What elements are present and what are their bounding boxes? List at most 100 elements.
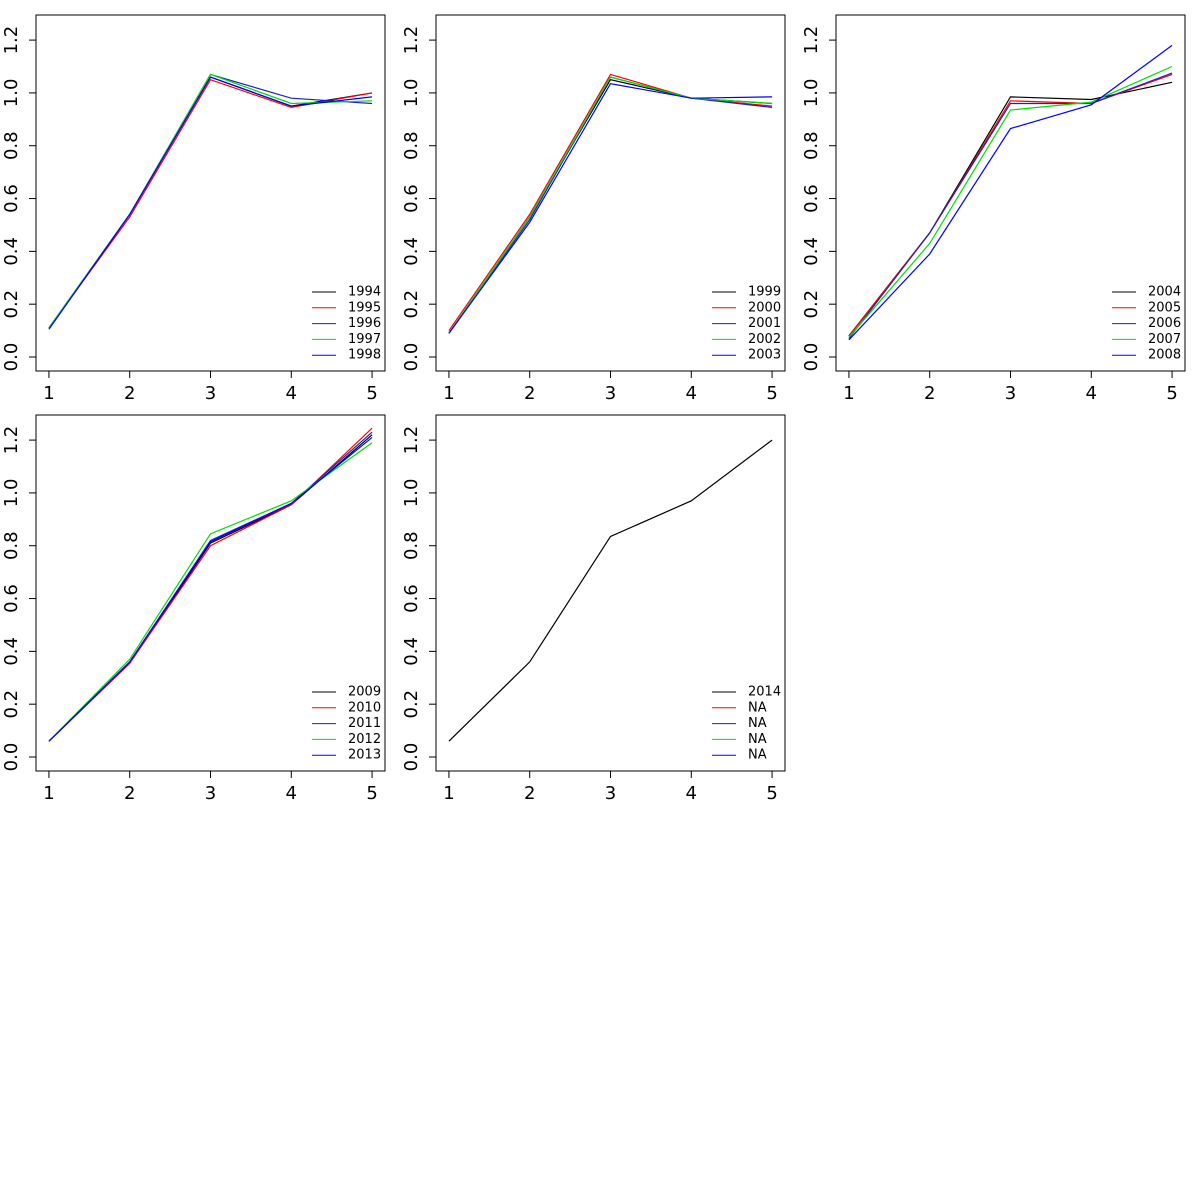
legend-label: 2012 xyxy=(348,732,381,747)
y-tick-label: 0.0 xyxy=(1,343,22,372)
legend-label: 2014 xyxy=(748,685,781,700)
y-tick-label: 0.6 xyxy=(1,584,22,613)
x-tick-label: 3 xyxy=(605,383,616,404)
legend-label: NA xyxy=(748,716,767,731)
y-tick-label: 0.2 xyxy=(1,290,22,319)
series-line xyxy=(448,79,773,334)
legend-label: 1994 xyxy=(348,285,381,300)
legend-label: 1998 xyxy=(348,348,381,363)
y-tick-label: 1.0 xyxy=(1,479,22,508)
x-tick-label: 1 xyxy=(443,383,454,404)
x-tick-label: 4 xyxy=(686,383,697,404)
x-tick-label: 5 xyxy=(366,783,377,804)
panel: 1 2 3 4 50.00.20.40.60.81.01.219992000200120… xyxy=(401,14,786,404)
y-tick-label: 0.2 xyxy=(401,290,422,319)
panel: 1 2 3 4 50.00.20.40.60.81.01.219941995199619… xyxy=(1,14,386,404)
y-tick-label: 1.2 xyxy=(1,426,22,455)
y-tick-label: 0.0 xyxy=(401,743,422,772)
y-tick-label: 0.0 xyxy=(1,743,22,772)
legend-label: 2003 xyxy=(748,348,781,363)
series-line xyxy=(48,442,373,742)
plot-frame xyxy=(835,14,1186,372)
y-tick-label: 1.0 xyxy=(801,79,822,108)
legend-label: 2013 xyxy=(348,748,381,763)
y-tick-label: 0.0 xyxy=(801,343,822,372)
series-line xyxy=(448,76,773,334)
series-line xyxy=(848,73,1173,337)
legend-label: 2002 xyxy=(748,332,781,347)
series-line xyxy=(48,78,373,329)
series-line xyxy=(848,81,1173,337)
y-tick-label: 0.2 xyxy=(401,690,422,719)
y-tick-label: 0.6 xyxy=(1,184,22,213)
x-tick-label: 2 xyxy=(124,783,135,804)
series-line xyxy=(848,44,1173,341)
x-tick-label: 3 xyxy=(205,783,216,804)
x-tick-label: 4 xyxy=(286,383,297,404)
legend-label: 1997 xyxy=(348,332,381,347)
x-tick-label: 3 xyxy=(205,383,216,404)
legend-label: 2010 xyxy=(348,700,381,715)
series-line xyxy=(848,72,1173,339)
y-tick-label: 1.0 xyxy=(401,79,422,108)
panel: 1 2 3 4 50.00.20.40.60.81.01.220042005200620… xyxy=(801,14,1186,404)
legend-label: 1999 xyxy=(748,285,781,300)
x-tick-label: 5 xyxy=(766,783,777,804)
series-line xyxy=(48,76,373,329)
y-tick-label: 0.0 xyxy=(401,343,422,372)
y-tick-label: 0.4 xyxy=(401,237,422,266)
legend-label: 2005 xyxy=(1148,300,1181,315)
y-tick-label: 0.8 xyxy=(401,531,422,560)
series-line xyxy=(48,73,373,329)
x-tick-label: 5 xyxy=(366,383,377,404)
series-line xyxy=(448,439,773,742)
x-tick-label: 4 xyxy=(286,783,297,804)
x-tick-label: 3 xyxy=(605,783,616,804)
x-tick-label: 2 xyxy=(524,783,535,804)
legend-label: NA xyxy=(748,700,767,715)
y-tick-label: 0.6 xyxy=(801,184,822,213)
series-line xyxy=(848,65,1173,338)
legend-label: 2007 xyxy=(1148,332,1181,347)
x-tick-label: 2 xyxy=(924,383,935,404)
x-tick-label: 3 xyxy=(1005,383,1016,404)
y-tick-label: 1.2 xyxy=(401,26,422,55)
plot-frame xyxy=(435,14,786,372)
plot-frame xyxy=(435,414,786,772)
legend-label: 2006 xyxy=(1148,316,1181,331)
y-tick-label: 0.8 xyxy=(1,531,22,560)
legend-label: 2008 xyxy=(1148,348,1181,363)
legend-label: NA xyxy=(748,732,767,747)
y-tick-label: 0.8 xyxy=(401,131,422,160)
y-tick-label: 0.6 xyxy=(401,184,422,213)
series-line xyxy=(448,76,773,334)
y-tick-label: 1.2 xyxy=(1,26,22,55)
y-tick-label: 0.4 xyxy=(801,237,822,266)
legend-label: NA xyxy=(748,748,767,763)
x-tick-label: 1 xyxy=(43,783,54,804)
series-line xyxy=(48,73,373,329)
legend-label: 1995 xyxy=(348,300,381,315)
x-tick-label: 1 xyxy=(843,383,854,404)
y-tick-label: 1.2 xyxy=(401,426,422,455)
legend-label: 2004 xyxy=(1148,285,1181,300)
x-tick-label: 5 xyxy=(766,383,777,404)
legend-label: 2009 xyxy=(348,685,381,700)
y-tick-label: 0.4 xyxy=(1,237,22,266)
y-tick-label: 0.2 xyxy=(801,290,822,319)
legend-label: 2000 xyxy=(748,300,781,315)
y-tick-label: 0.4 xyxy=(1,637,22,666)
y-tick-label: 1.0 xyxy=(1,79,22,108)
series-line xyxy=(48,436,373,742)
legend-label: 2011 xyxy=(348,716,381,731)
x-tick-label: 4 xyxy=(1086,383,1097,404)
x-tick-label: 2 xyxy=(524,383,535,404)
x-tick-label: 2 xyxy=(124,383,135,404)
x-tick-label: 4 xyxy=(686,783,697,804)
series-line xyxy=(48,76,373,330)
x-tick-label: 1 xyxy=(43,383,54,404)
plot-frame xyxy=(35,14,386,372)
y-tick-label: 1.2 xyxy=(801,26,822,55)
y-tick-label: 1.0 xyxy=(401,479,422,508)
y-tick-label: 0.8 xyxy=(1,131,22,160)
